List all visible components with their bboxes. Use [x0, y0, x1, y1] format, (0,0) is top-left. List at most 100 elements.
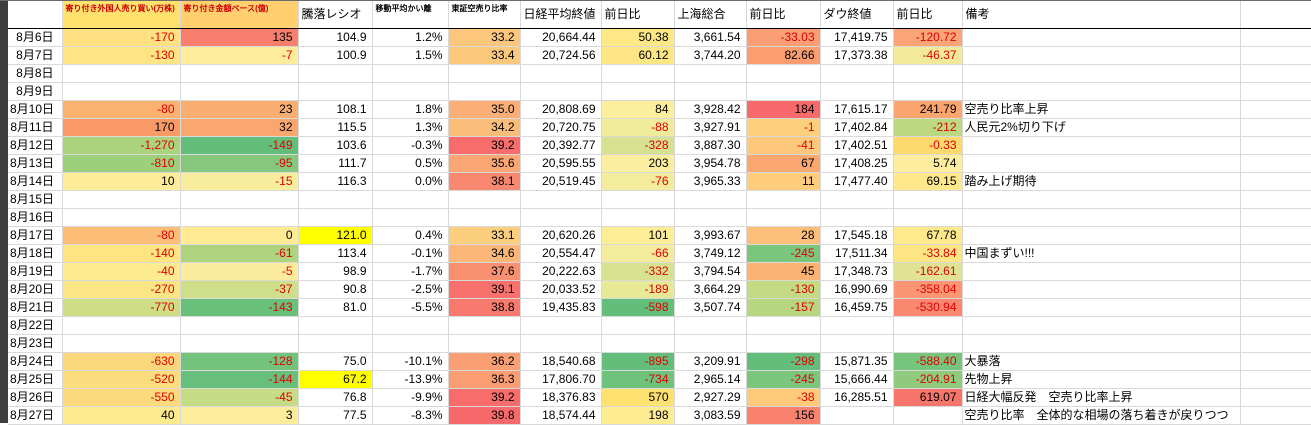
value-cell[interactable]: 36.2 [448, 352, 521, 371]
value-cell[interactable]: 28 [746, 226, 821, 245]
value-cell[interactable]: 108.1 [298, 100, 373, 119]
value-cell[interactable]: -33.03 [746, 28, 821, 47]
value-cell[interactable] [520, 190, 602, 209]
remark-cell[interactable] [962, 262, 1241, 281]
value-cell[interactable]: 82.66 [746, 46, 821, 65]
value-cell[interactable] [62, 334, 181, 353]
value-cell[interactable]: -170 [62, 28, 181, 47]
date-cell[interactable]: 8月20日 [8, 280, 63, 299]
value-cell[interactable] [372, 190, 449, 209]
date-cell[interactable]: 8月23日 [8, 334, 63, 353]
value-cell[interactable]: 115.5 [298, 118, 373, 137]
remark-cell[interactable]: 空売り比率上昇 [962, 100, 1241, 119]
value-cell[interactable]: -0.33 [893, 136, 963, 155]
value-cell[interactable] [180, 190, 299, 209]
value-cell[interactable]: -7 [180, 46, 299, 65]
value-cell[interactable]: 203 [601, 154, 675, 173]
value-cell[interactable] [820, 316, 894, 335]
value-cell[interactable] [448, 316, 521, 335]
value-cell[interactable] [820, 190, 894, 209]
value-cell[interactable]: 39.8 [448, 406, 521, 425]
value-cell[interactable]: -162.61 [893, 262, 963, 281]
value-cell[interactable] [298, 190, 373, 209]
value-cell[interactable]: -1,270 [62, 136, 181, 155]
value-cell[interactable]: 111.7 [298, 154, 373, 173]
value-cell[interactable]: 5.74 [893, 154, 963, 173]
value-cell[interactable]: 23 [180, 100, 299, 119]
value-cell[interactable]: -88 [601, 118, 675, 137]
date-cell[interactable]: 8月27日 [8, 406, 63, 425]
value-cell[interactable]: 101 [601, 226, 675, 245]
value-cell[interactable]: -157 [746, 298, 821, 317]
value-cell[interactable]: 3,209.91 [674, 352, 747, 371]
value-cell[interactable]: 3,083.59 [674, 406, 747, 425]
column-header-nikkei_chg[interactable]: 前日比 [601, 1, 675, 29]
remark-cell[interactable] [962, 334, 1241, 353]
value-cell[interactable] [372, 208, 449, 227]
value-cell[interactable]: -13.9% [372, 370, 449, 389]
value-cell[interactable]: 17,408.25 [820, 154, 894, 173]
remark-cell[interactable]: 大暴落 [962, 352, 1241, 371]
value-cell[interactable]: -245 [746, 370, 821, 389]
value-cell[interactable]: -328 [601, 136, 675, 155]
value-cell[interactable]: 67.2 [298, 370, 373, 389]
date-cell[interactable]: 8月10日 [8, 100, 63, 119]
value-cell[interactable]: 135 [180, 28, 299, 47]
remark-cell[interactable] [962, 154, 1241, 173]
remark-cell[interactable] [962, 190, 1241, 209]
value-cell[interactable] [746, 64, 821, 83]
value-cell[interactable]: -10.1% [372, 352, 449, 371]
date-cell[interactable]: 8月22日 [8, 316, 63, 335]
remark-cell[interactable] [962, 316, 1241, 335]
value-cell[interactable]: 50.38 [601, 28, 675, 47]
value-cell[interactable]: 37.6 [448, 262, 521, 281]
date-cell[interactable]: 8月9日 [8, 82, 63, 101]
value-cell[interactable]: -332 [601, 262, 675, 281]
value-cell[interactable]: 3,664.29 [674, 280, 747, 299]
value-cell[interactable]: -80 [62, 226, 181, 245]
value-cell[interactable]: 20,808.69 [520, 100, 602, 119]
value-cell[interactable]: 20,620.26 [520, 226, 602, 245]
remark-cell[interactable] [962, 46, 1241, 65]
value-cell[interactable] [674, 82, 747, 101]
value-cell[interactable]: 116.3 [298, 172, 373, 191]
value-cell[interactable]: -61 [180, 244, 299, 263]
value-cell[interactable] [62, 208, 181, 227]
value-cell[interactable] [520, 208, 602, 227]
value-cell[interactable]: -270 [62, 280, 181, 299]
value-cell[interactable]: 3,661.54 [674, 28, 747, 47]
value-cell[interactable]: 113.4 [298, 244, 373, 263]
date-cell[interactable]: 8月7日 [8, 46, 63, 65]
date-column-header[interactable] [8, 1, 63, 29]
value-cell[interactable]: 33.2 [448, 28, 521, 47]
value-cell[interactable]: 20,720.75 [520, 118, 602, 137]
value-cell[interactable]: 11 [746, 172, 821, 191]
value-cell[interactable] [746, 334, 821, 353]
value-cell[interactable]: 20,554.47 [520, 244, 602, 263]
value-cell[interactable]: -204.91 [893, 370, 963, 389]
value-cell[interactable]: -37 [180, 280, 299, 299]
value-cell[interactable] [298, 334, 373, 353]
value-cell[interactable] [601, 316, 675, 335]
value-cell[interactable]: 241.79 [893, 100, 963, 119]
value-cell[interactable]: -130 [62, 46, 181, 65]
column-header-remark[interactable]: 備考 [962, 1, 1241, 29]
value-cell[interactable]: -8.3% [372, 406, 449, 425]
value-cell[interactable]: 2,927.29 [674, 388, 747, 407]
remark-cell[interactable] [962, 208, 1241, 227]
date-cell[interactable]: 8月24日 [8, 352, 63, 371]
date-cell[interactable]: 8月13日 [8, 154, 63, 173]
value-cell[interactable] [674, 64, 747, 83]
value-cell[interactable] [601, 334, 675, 353]
value-cell[interactable]: 17,373.38 [820, 46, 894, 65]
value-cell[interactable] [674, 208, 747, 227]
value-cell[interactable]: 0 [180, 226, 299, 245]
value-cell[interactable]: 20,595.55 [520, 154, 602, 173]
value-cell[interactable]: -298 [746, 352, 821, 371]
column-header-ma_kairi[interactable]: 移動平均かい離 [372, 1, 449, 29]
value-cell[interactable]: -630 [62, 352, 181, 371]
value-cell[interactable]: 17,402.84 [820, 118, 894, 137]
value-cell[interactable]: 38.1 [448, 172, 521, 191]
date-cell[interactable]: 8月19日 [8, 262, 63, 281]
value-cell[interactable]: -45 [180, 388, 299, 407]
